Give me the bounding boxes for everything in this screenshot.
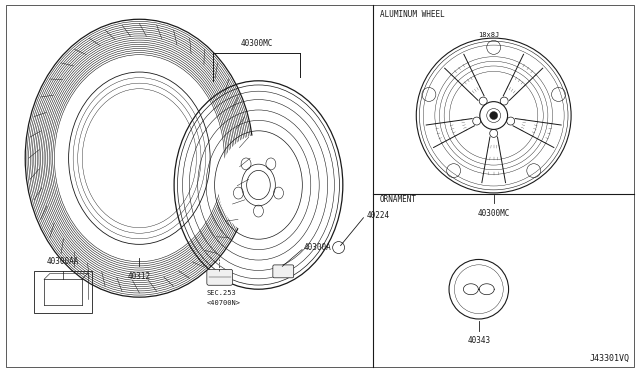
Circle shape bbox=[333, 241, 344, 253]
Text: ORNAMENT: ORNAMENT bbox=[380, 195, 417, 204]
FancyBboxPatch shape bbox=[207, 269, 233, 285]
Text: 40224: 40224 bbox=[367, 211, 390, 220]
Text: 40312: 40312 bbox=[128, 272, 151, 281]
Text: 40300MC: 40300MC bbox=[240, 39, 273, 48]
FancyBboxPatch shape bbox=[273, 265, 294, 278]
Text: <40700N>: <40700N> bbox=[207, 300, 241, 306]
Circle shape bbox=[490, 112, 498, 119]
Text: SEC.253: SEC.253 bbox=[207, 290, 237, 296]
Text: 40300AA: 40300AA bbox=[47, 257, 79, 266]
Bar bbox=[34, 271, 92, 313]
Text: J43301VQ: J43301VQ bbox=[589, 354, 630, 363]
Text: 18x8J: 18x8J bbox=[478, 32, 499, 38]
Text: ALUMINUM WHEEL: ALUMINUM WHEEL bbox=[380, 10, 444, 19]
Ellipse shape bbox=[68, 72, 210, 244]
Ellipse shape bbox=[218, 135, 299, 235]
Text: 40300MC: 40300MC bbox=[477, 209, 510, 218]
Text: 40300A: 40300A bbox=[304, 243, 332, 252]
Text: 40343: 40343 bbox=[467, 336, 490, 345]
